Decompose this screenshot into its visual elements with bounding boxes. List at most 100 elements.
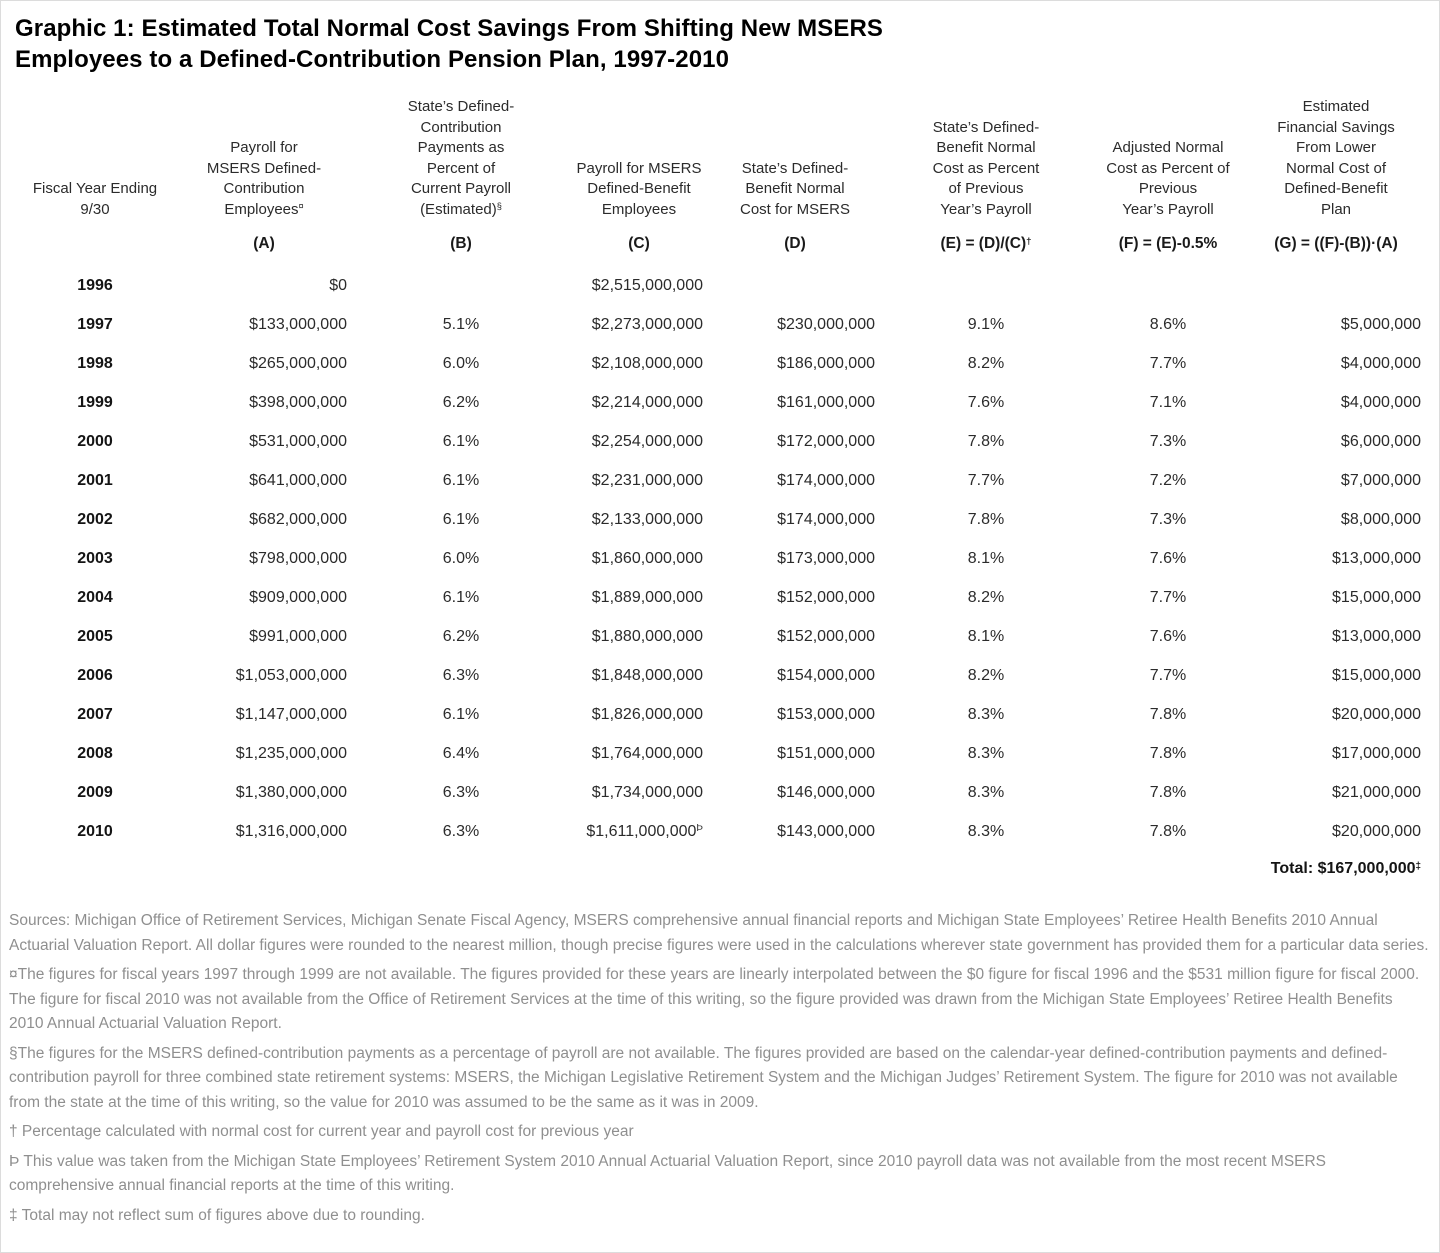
- cell-2004-db-normal-cost: $152,000,000: [777, 588, 875, 606]
- total-row: Total: $167,000,000‡: [15, 860, 1427, 878]
- column-formula-adjusted-cost-pct: (F) = (E)-0.5%: [1118, 235, 1218, 252]
- cell-2007-estimated-savings: $20,000,000: [1332, 705, 1421, 723]
- formula-row: (A) (B) (C) (D) (E) = (D)/(C)† (F) = (E)-0.5%…: [15, 220, 1427, 266]
- cell-2000-estimated-savings: $6,000,000: [1340, 432, 1421, 450]
- footnotes-section: Sources: Michigan Office of Retirement S…: [9, 909, 1429, 1228]
- table-row-2008: 2008 $1,235,000,000 6.4% $1,764,000,000 $151…: [15, 734, 1427, 773]
- cell-1998-payroll-dc: $265,000,000: [249, 354, 347, 372]
- footnote-1: Sources: Michigan Office of Retirement S…: [9, 912, 1429, 954]
- column-header-db-normal-cost: State’s Defined- Benefit Normal Cost for M…: [739, 159, 851, 218]
- cell-1999-payroll-db: $2,214,000,000: [591, 393, 703, 411]
- cell-2007-payroll-dc: $1,147,000,000: [235, 705, 347, 723]
- column-formula-payroll-db: (C): [628, 235, 650, 252]
- column-header-row: Fiscal Year Ending 9/30 Payroll for MSERS D…: [15, 97, 1427, 220]
- cell-2003-adjusted-cost-pct: 7.6%: [1149, 549, 1187, 567]
- graphic-title: Graphic 1: Estimated Total Normal Cost S…: [15, 13, 1439, 75]
- table-row-2004: 2004 $909,000,000 6.1% $1,889,000,000 $152,0…: [15, 578, 1427, 617]
- table-row-2009: 2009 $1,380,000,000 6.3% $1,734,000,000 $146…: [15, 773, 1427, 812]
- table-row-2002: 2002 $682,000,000 6.1% $2,133,000,000 $174,0…: [15, 500, 1427, 539]
- cell-2001-adjusted-cost-pct: 7.2%: [1149, 471, 1187, 489]
- cell-2002-payroll-dc: $682,000,000: [249, 510, 347, 528]
- cell-1997-payroll-db: $2,273,000,000: [591, 315, 703, 333]
- cell-2002-fiscal-year: 2002: [77, 510, 113, 528]
- cell-2005-db-cost-pct: 8.1%: [967, 627, 1005, 645]
- cell-2005-db-normal-cost: $152,000,000: [777, 627, 875, 645]
- cell-2008-db-normal-cost: $151,000,000: [777, 744, 875, 762]
- cell-2009-estimated-savings: $21,000,000: [1332, 783, 1421, 801]
- cell-2010-db-cost-pct: 8.3%: [967, 822, 1005, 840]
- cell-2008-fiscal-year: 2008: [77, 744, 113, 762]
- cell-2003-estimated-savings: $13,000,000: [1332, 549, 1421, 567]
- cell-2000-db-normal-cost: $172,000,000: [777, 432, 875, 450]
- column-header-dc-payments-pct: State’s Defined- Contribution Payments as P…: [407, 98, 515, 218]
- table-row-1998: 1998 $265,000,000 6.0% $2,108,000,000 $186,0…: [15, 344, 1427, 383]
- cell-2001-fiscal-year: 2001: [77, 471, 113, 489]
- cell-2000-payroll-dc: $531,000,000: [249, 432, 347, 450]
- cell-2001-estimated-savings: $7,000,000: [1340, 471, 1421, 489]
- cell-1996-db-normal-cost: [709, 266, 881, 305]
- cell-2010-estimated-savings: $20,000,000: [1332, 822, 1421, 840]
- table-row-1999: 1999 $398,000,000 6.2% $2,214,000,000 $161,0…: [15, 383, 1427, 422]
- cell-2007-db-cost-pct: 8.3%: [967, 705, 1005, 723]
- footnote-3: §The figures for the MSERS defined-contr…: [9, 1044, 1398, 1111]
- cell-2008-estimated-savings: $17,000,000: [1332, 744, 1421, 762]
- table-row-2000: 2000 $531,000,000 6.1% $2,254,000,000 $172,0…: [15, 422, 1427, 461]
- cell-2006-fiscal-year: 2006: [77, 666, 113, 684]
- cell-2001-dc-payments-pct: 6.1%: [442, 471, 480, 489]
- cell-2008-dc-payments-pct: 6.4%: [442, 744, 480, 762]
- cell-1998-estimated-savings: $4,000,000: [1340, 354, 1421, 372]
- cell-2003-fiscal-year: 2003: [77, 549, 113, 567]
- cell-2002-payroll-db: $2,133,000,000: [591, 510, 703, 528]
- cell-2003-db-cost-pct: 8.1%: [967, 549, 1005, 567]
- total-value: $167,000,000: [1317, 860, 1416, 877]
- cell-2002-dc-payments-pct: 6.1%: [442, 510, 480, 528]
- cell-2009-fiscal-year: 2009: [77, 783, 113, 801]
- table-body: 1996 $0 $2,515,000,000 1997 $133,000,000 5.1%…: [15, 266, 1427, 851]
- cell-2010-payroll-db: $1,611,000,000Þ: [586, 822, 703, 840]
- column-formula-estimated-savings: (G) = ((F)-(B))·(A): [1274, 235, 1398, 252]
- cell-1997-payroll-dc: $133,000,000: [249, 315, 347, 333]
- cell-2009-adjusted-cost-pct: 7.8%: [1149, 783, 1187, 801]
- cell-2005-payroll-db: $1,880,000,000: [591, 627, 703, 645]
- cell-2001-db-cost-pct: 7.7%: [967, 471, 1005, 489]
- cell-1997-db-normal-cost: $230,000,000: [777, 315, 875, 333]
- cell-2004-estimated-savings: $15,000,000: [1332, 588, 1421, 606]
- cell-2002-adjusted-cost-pct: 7.3%: [1149, 510, 1187, 528]
- cell-1996-estimated-savings: [1245, 266, 1427, 305]
- cell-2003-payroll-db: $1,860,000,000: [591, 549, 703, 567]
- cell-2009-dc-payments-pct: 6.3%: [442, 783, 480, 801]
- cell-2004-adjusted-cost-pct: 7.7%: [1149, 588, 1187, 606]
- cell-2002-estimated-savings: $8,000,000: [1340, 510, 1421, 528]
- graphic-title-line1: Graphic 1: Estimated Total Normal Cost S…: [15, 15, 884, 42]
- column-header-adjusted-cost-pct: Adjusted Normal Cost as Percent of Previou…: [1106, 139, 1230, 218]
- column-header-payroll-dc: Payroll for MSERS Defined- Contribution Emp…: [206, 139, 322, 218]
- cell-2000-db-cost-pct: 7.8%: [967, 432, 1005, 450]
- cell-2006-payroll-db: $1,848,000,000: [591, 666, 703, 684]
- cell-2000-fiscal-year: 2000: [77, 432, 113, 450]
- cell-2000-dc-payments-pct: 6.1%: [442, 432, 480, 450]
- cell-2007-db-normal-cost: $153,000,000: [777, 705, 875, 723]
- cell-2010-payroll-dc: $1,316,000,000: [235, 822, 347, 840]
- cell-2010-adjusted-cost-pct: 7.8%: [1149, 822, 1187, 840]
- cell-2006-estimated-savings: $15,000,000: [1332, 666, 1421, 684]
- cell-1996-adjusted-cost-pct: [1091, 266, 1245, 305]
- cell-1997-dc-payments-pct: 5.1%: [442, 315, 480, 333]
- footnote-marker: Þ: [696, 823, 703, 835]
- footnote-marker: ¤: [298, 201, 304, 212]
- footnote-marker: §: [496, 201, 502, 212]
- cell-1998-db-normal-cost: $186,000,000: [777, 354, 875, 372]
- table-row-2007: 2007 $1,147,000,000 6.1% $1,826,000,000 $153…: [15, 695, 1427, 734]
- cell-2009-payroll-db: $1,734,000,000: [591, 783, 703, 801]
- cell-1998-payroll-db: $2,108,000,000: [591, 354, 703, 372]
- table-row-2001: 2001 $641,000,000 6.1% $2,231,000,000 $174,0…: [15, 461, 1427, 500]
- cell-1998-dc-payments-pct: 6.0%: [442, 354, 480, 372]
- cell-2000-payroll-db: $2,254,000,000: [591, 432, 703, 450]
- cell-2003-dc-payments-pct: 6.0%: [442, 549, 480, 567]
- cell-1999-payroll-dc: $398,000,000: [249, 393, 347, 411]
- cell-2001-db-normal-cost: $174,000,000: [777, 471, 875, 489]
- cell-2009-payroll-dc: $1,380,000,000: [235, 783, 347, 801]
- cell-2010-fiscal-year: 2010: [77, 822, 113, 840]
- column-header-estimated-savings: Estimated Financial Savings From Lower Norm…: [1277, 98, 1395, 218]
- cell-2006-dc-payments-pct: 6.3%: [442, 666, 480, 684]
